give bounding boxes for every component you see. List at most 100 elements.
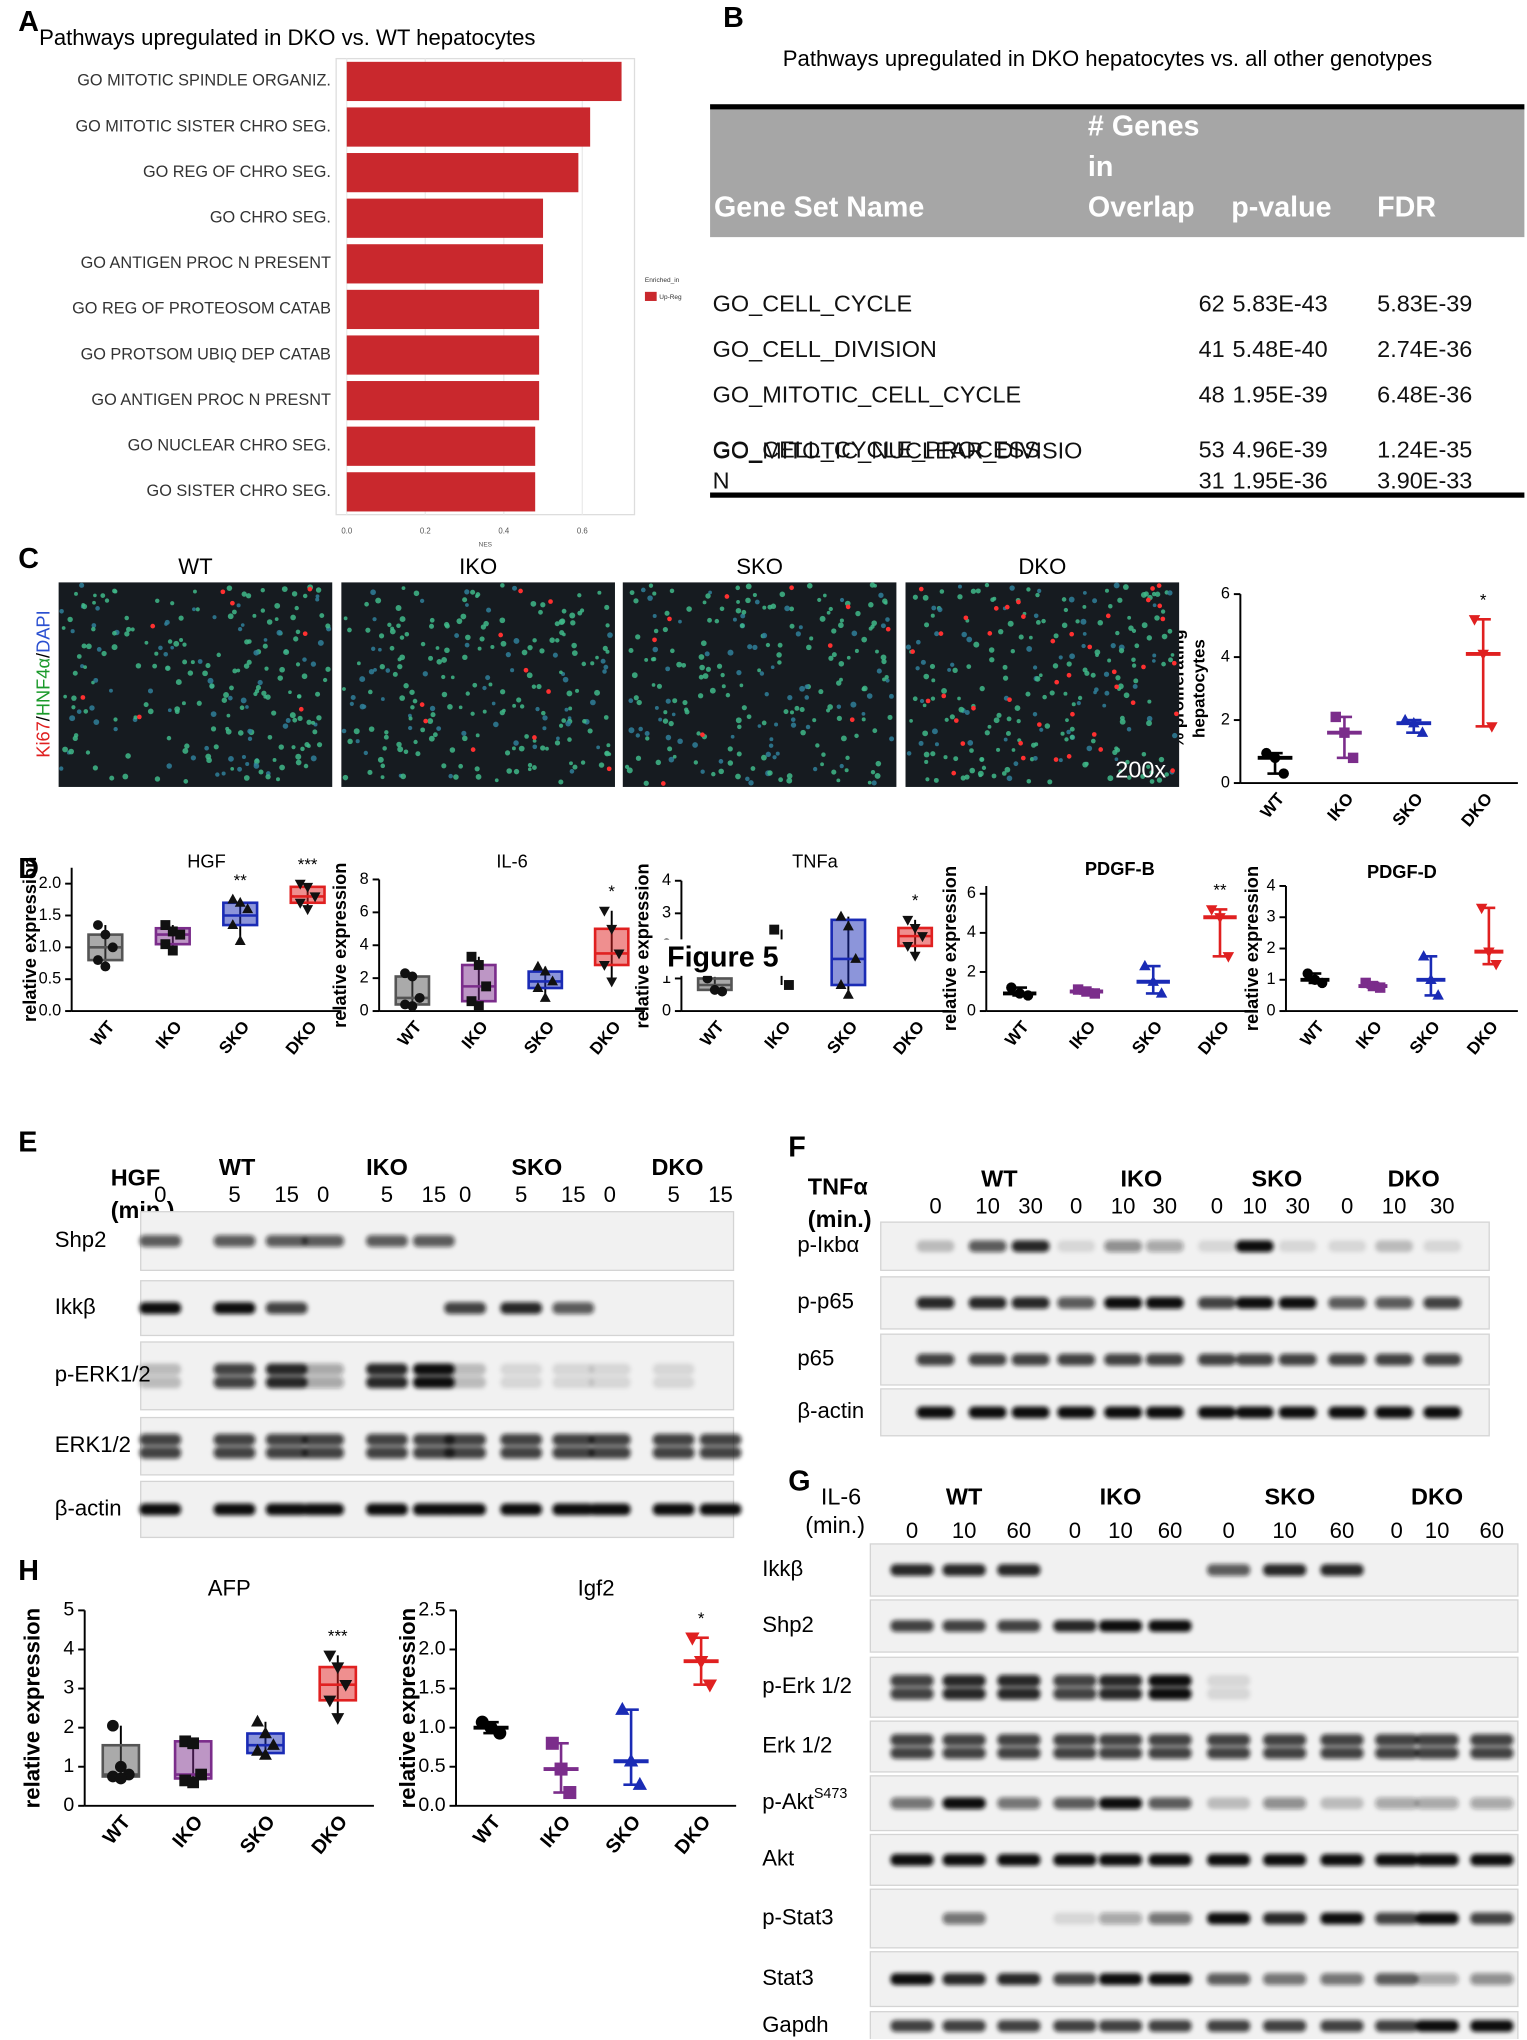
blot-band xyxy=(1148,1912,1192,1925)
nucleus xyxy=(813,766,818,772)
panel-letter: G xyxy=(788,1465,810,1497)
nucleus xyxy=(806,644,812,651)
time-label: 0 xyxy=(929,1194,941,1219)
data-point xyxy=(294,879,306,890)
nucleus xyxy=(239,705,245,711)
nucleus xyxy=(964,774,970,780)
nucleus xyxy=(350,694,356,701)
nucleus xyxy=(633,598,639,604)
blot-bands xyxy=(139,1363,695,1389)
nucleus xyxy=(861,711,866,716)
nucleus xyxy=(1107,658,1112,663)
nucleus xyxy=(368,726,375,732)
time-label: 60 xyxy=(1330,1518,1355,1543)
nucleus xyxy=(397,663,403,670)
nucleus xyxy=(600,658,606,664)
row-label: ERK1/2 xyxy=(55,1432,131,1457)
table-cell: 48 xyxy=(1198,381,1225,408)
nucleus xyxy=(472,682,478,688)
nucleus xyxy=(698,674,704,680)
data-point xyxy=(613,949,625,960)
ki67-nucleus xyxy=(1021,614,1026,619)
row-label: β-actin xyxy=(797,1398,864,1423)
nucleus xyxy=(1047,779,1053,785)
blot-band xyxy=(1057,1353,1096,1366)
nucleus xyxy=(542,715,548,721)
nucleus xyxy=(230,766,235,771)
ki67-nucleus xyxy=(80,695,86,700)
nucleus xyxy=(876,668,882,674)
nucleus xyxy=(294,605,299,611)
nucleus xyxy=(92,765,98,771)
nucleus xyxy=(558,619,565,625)
nucleus xyxy=(874,772,881,779)
time-label: 5 xyxy=(515,1182,527,1207)
blot-band xyxy=(968,1297,1007,1309)
blot-band xyxy=(1415,2020,1459,2032)
blot-band xyxy=(552,1302,595,1314)
nucleus xyxy=(380,775,385,780)
nucleus xyxy=(499,709,505,716)
blot-band xyxy=(1207,1734,1251,1746)
nucleus xyxy=(125,753,131,759)
nucleus xyxy=(545,746,549,751)
nucleus xyxy=(1140,774,1146,779)
nucleus xyxy=(721,684,726,689)
nucleus xyxy=(943,755,948,760)
blot-band xyxy=(997,1734,1041,1746)
y-tick-label: 4 xyxy=(360,936,369,954)
blot-strip xyxy=(140,1341,735,1411)
nucleus xyxy=(1107,775,1114,782)
data-point xyxy=(100,961,111,972)
nucleus xyxy=(922,730,929,737)
nucleus xyxy=(934,742,939,747)
nucleus xyxy=(806,582,813,589)
blot-band xyxy=(890,1747,934,1759)
nucleus xyxy=(740,613,746,619)
blot-band xyxy=(1011,1240,1050,1253)
nucleus xyxy=(651,656,657,662)
nucleus xyxy=(267,734,273,740)
figure-label: Figure 5 xyxy=(667,942,779,974)
blot-band xyxy=(1098,1734,1143,1746)
nucleus xyxy=(1066,729,1071,735)
nucleus xyxy=(714,618,720,624)
blot-strip xyxy=(140,1416,735,1476)
nucleus xyxy=(490,644,495,650)
nucleus xyxy=(562,676,569,683)
category-label: GO NUCLEAR CHRO SEG. xyxy=(128,437,331,455)
blot-band xyxy=(588,1363,631,1376)
data-point xyxy=(606,977,618,988)
significance: ** xyxy=(1213,881,1227,900)
data-point xyxy=(1072,984,1084,995)
data-point xyxy=(473,960,484,970)
nucleus xyxy=(216,652,221,658)
ki67-nucleus xyxy=(910,649,915,654)
data-point xyxy=(623,1753,639,1767)
nucleus xyxy=(992,596,997,601)
nucleus xyxy=(885,678,890,683)
nucleus xyxy=(494,778,499,783)
nucleus xyxy=(444,647,450,654)
blot-band xyxy=(588,1446,631,1459)
nucleus xyxy=(745,597,751,604)
time-label: 15 xyxy=(274,1182,299,1207)
nucleus xyxy=(152,663,158,669)
genotype-label: IKO xyxy=(1100,1484,1142,1510)
data-point xyxy=(1330,711,1341,723)
nucleus xyxy=(1118,648,1125,654)
figure-label-bg xyxy=(661,939,827,976)
nucleus xyxy=(387,622,392,627)
blot-band xyxy=(652,1433,695,1446)
ki67-nucleus xyxy=(518,588,523,594)
genotype-label: WT xyxy=(946,1484,983,1510)
blot-band xyxy=(265,1376,308,1389)
nucleus xyxy=(505,652,511,658)
ki67-nucleus xyxy=(150,623,156,629)
nucleus xyxy=(1026,646,1033,652)
ki67-nucleus xyxy=(1018,740,1023,746)
nucleus xyxy=(677,738,683,745)
nucleus xyxy=(754,599,760,605)
nucleus xyxy=(757,724,762,728)
nucleus xyxy=(1094,649,1101,656)
